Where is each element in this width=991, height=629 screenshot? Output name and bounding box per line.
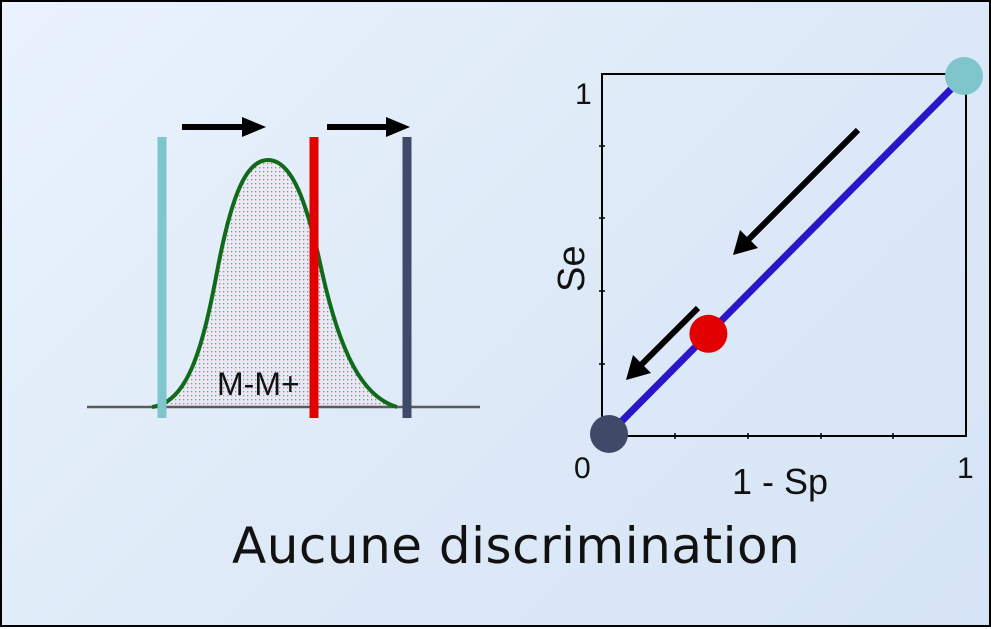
roc-point-origin [590,415,628,453]
roc-point-top [945,57,983,95]
roc-arrow-lower [626,305,701,380]
x-tick-right-label: 1 [957,452,974,485]
distribution-curve [151,157,398,409]
roc-point-middle [689,314,728,353]
roc-plot: 1 0 1 1 - Sp Se [551,57,983,502]
overlap-label: M-M+ [217,366,300,402]
y-axis-label: Se [551,246,593,292]
y-axis-ticks [599,145,605,365]
roc-arrow-upper [733,127,861,255]
shift-arrow-right [327,117,410,137]
distribution-diagram: M-M+ [87,117,480,418]
roc-points [590,57,983,453]
origin-tick-label: 0 [574,452,591,485]
caption: Aucune discrimination [232,517,801,575]
x-axis-label: 1 - Sp [732,461,828,502]
roc-frame [601,73,967,437]
x-axis-ticks [674,433,894,439]
roc-diagonal-line [606,73,967,437]
overlap-area [152,160,397,407]
y-tick-top-label: 1 [575,78,592,111]
shift-arrow-left [182,117,266,137]
